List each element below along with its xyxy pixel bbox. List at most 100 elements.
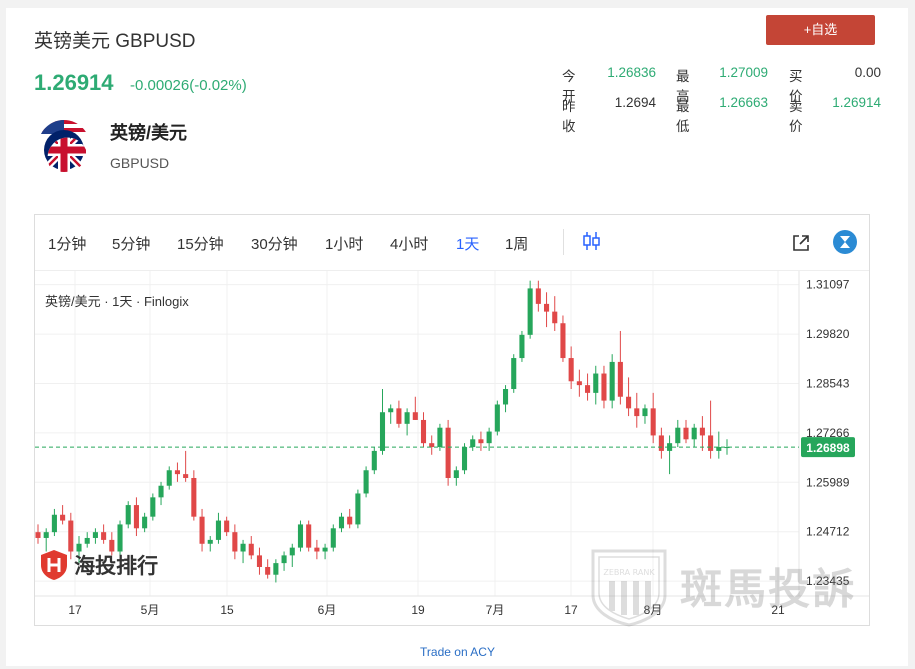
candle-body: [240, 543, 246, 552]
price-change: -0.00026(-0.02%): [130, 77, 247, 94]
left-watermark: 海投排行: [39, 549, 158, 581]
candle-body: [593, 373, 599, 393]
candle-body: [461, 447, 468, 471]
y-tick-label: 1.31097: [806, 278, 850, 292]
candle-body: [420, 419, 427, 444]
quote-card: [6, 8, 908, 666]
high-label: 最高: [676, 69, 690, 104]
timeframe-1day[interactable]: 1天: [456, 236, 480, 253]
candle-body: [166, 470, 172, 486]
chart-grid: [35, 271, 869, 597]
candlestick-icon[interactable]: [580, 229, 604, 253]
candle-body: [502, 389, 509, 405]
chart-widget: 1分钟 5分钟 15分钟 30分钟 1小时 4小时 1天 1周: [34, 214, 870, 627]
candle-body: [494, 404, 500, 432]
candle-body: [478, 439, 484, 444]
candle-body: [150, 497, 156, 517]
candle-body: [199, 516, 205, 544]
candle-body: [609, 361, 615, 401]
candle-body: [68, 520, 74, 552]
candle-body: [92, 532, 98, 538]
candle-body: [174, 470, 180, 475]
x-tick-label: 19: [411, 603, 425, 617]
chart-title: 英镑/美元 · 1天 · Finlogix: [45, 294, 189, 309]
candle-body: [544, 303, 550, 312]
candle-body: [224, 520, 230, 533]
candle-body: [552, 311, 558, 324]
candle-body: [207, 539, 213, 544]
pair-name: 英镑/美元: [110, 123, 188, 143]
x-tick-label: 6月: [318, 603, 337, 617]
candle-body: [634, 408, 640, 417]
current-price: 1.26914: [34, 70, 114, 95]
candle-body: [699, 427, 705, 436]
candle-body: [51, 514, 57, 533]
candle-body: [650, 408, 656, 436]
candle-body: [109, 539, 115, 552]
chart-toolbar: 1分钟 5分钟 15分钟 30分钟 1小时 4小时 1天 1周: [35, 215, 869, 271]
uk-us-flag-icon: [38, 120, 90, 172]
timeframe-1week[interactable]: 1周: [505, 236, 529, 253]
candle-body: [691, 427, 697, 440]
candle-body: [215, 520, 221, 540]
candle-body: [708, 435, 714, 451]
candle-body: [347, 516, 353, 525]
candlestick-chart[interactable]: 1.31097 1.29820 1.28543 1.27266 1.25989 1.247…: [35, 271, 869, 625]
candle-body: [396, 408, 402, 424]
candle-body: [273, 563, 279, 575]
candle-body: [355, 493, 361, 525]
hourglass-logo-icon[interactable]: [833, 230, 857, 254]
candle-body: [519, 334, 525, 359]
prev-close-value: 1.2694: [614, 95, 656, 110]
prev-close-label: 昨收: [562, 99, 576, 134]
candle-body: [724, 447, 730, 449]
candle-body: [60, 514, 66, 521]
candle-body: [412, 412, 418, 420]
candle-body: [560, 323, 566, 359]
current-price-tag: [801, 437, 855, 458]
x-tick-label: 5月: [141, 603, 160, 617]
timeframe-4hour[interactable]: 4小时: [390, 236, 429, 253]
candle-body: [248, 543, 254, 556]
candle-body: [84, 537, 90, 544]
trade-on-acy-link[interactable]: Trade on ACY: [420, 645, 495, 659]
candle-body: [626, 396, 632, 409]
candle-body: [35, 532, 41, 538]
pair-code: GBPUSD: [110, 155, 170, 171]
candle-body: [142, 516, 148, 529]
candle-body: [404, 412, 410, 424]
candle-body: [265, 566, 271, 575]
candle-body: [297, 524, 304, 548]
high-value: 1.27009: [719, 65, 768, 80]
x-tick-label: 17: [68, 603, 82, 617]
toolbar-divider: [563, 229, 564, 255]
candle-body: [585, 385, 591, 393]
candle-body: [314, 547, 320, 552]
y-tick-label: 1.24712: [806, 525, 850, 539]
timeframe-1min[interactable]: 1分钟: [48, 236, 87, 253]
open-value: 1.26836: [607, 65, 656, 80]
candle-body: [453, 470, 459, 478]
candle-body: [437, 427, 443, 448]
timeframe-5min[interactable]: 5分钟: [112, 236, 151, 253]
timeframe-1hour[interactable]: 1小时: [325, 236, 364, 253]
left-watermark-text: 海投排行: [74, 554, 159, 578]
timeframe-15min[interactable]: 15分钟: [177, 236, 224, 253]
x-tick-label: 15: [220, 603, 234, 617]
candle-body: [371, 450, 377, 471]
candle-body: [658, 435, 664, 451]
candle-body: [183, 474, 189, 478]
add-to-watchlist-button[interactable]: +自选: [766, 15, 875, 45]
popout-icon[interactable]: [789, 231, 813, 255]
y-tick-label: 1.25989: [806, 475, 850, 489]
y-tick-label: 1.27266: [806, 426, 850, 440]
x-tick-label: 21: [771, 603, 785, 617]
current-price-line: 1.26898: [35, 437, 855, 458]
ask-label: 卖价: [789, 99, 803, 134]
bid-value: 0.00: [854, 65, 881, 80]
candle-body: [568, 358, 574, 382]
candle-body: [601, 373, 607, 401]
timeframe-30min[interactable]: 30分钟: [251, 236, 298, 253]
candle-body: [535, 288, 541, 304]
candle-body: [158, 485, 164, 498]
